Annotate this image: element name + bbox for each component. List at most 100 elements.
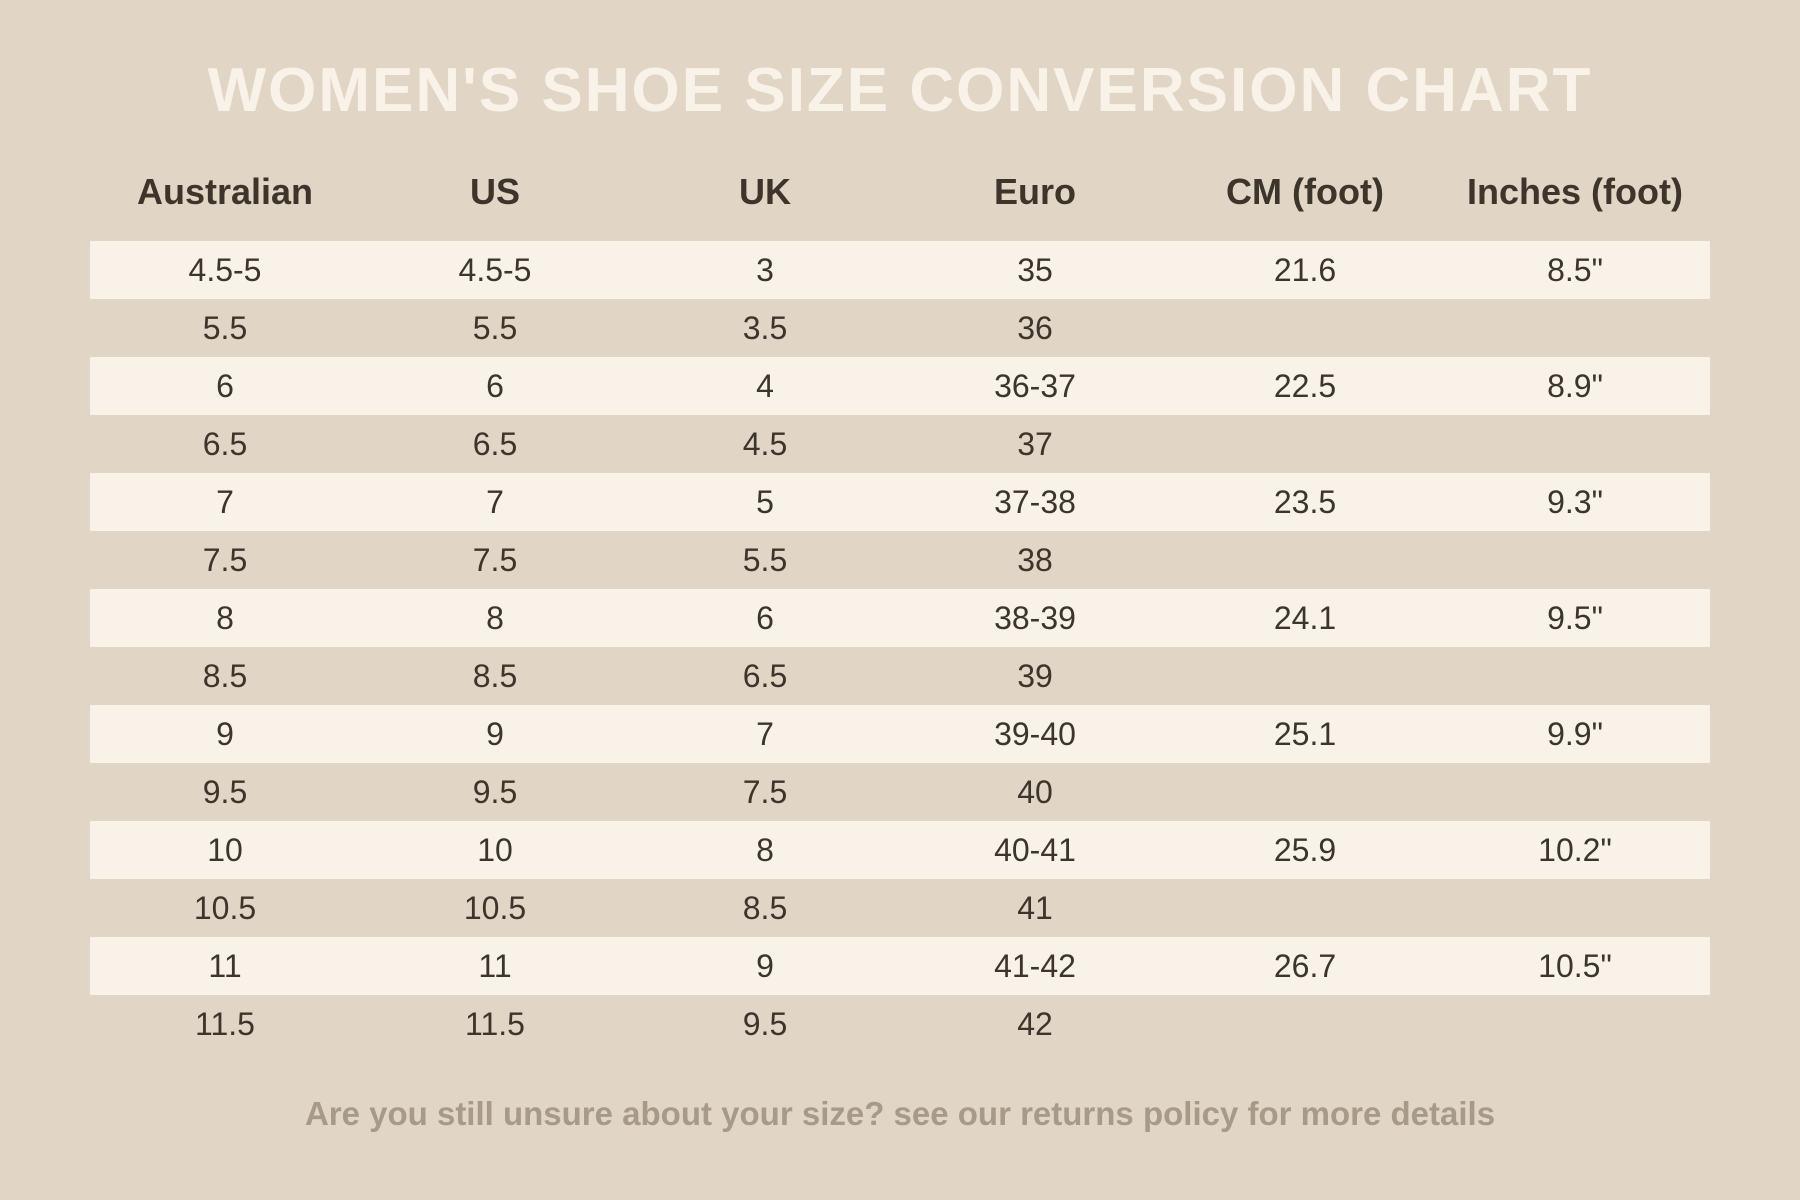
table-cell: 7 [360,473,630,531]
col-header-uk: UK [630,171,900,241]
table-cell: 40 [900,763,1170,821]
table-cell: 10 [90,821,360,879]
table-cell: 9 [360,705,630,763]
table-cell: 10.5 [360,879,630,937]
table-row: 11.511.59.542 [90,995,1710,1053]
table-cell: 9.5" [1440,589,1710,647]
table-cell [1440,763,1710,821]
table-row: 77537-3823.59.3" [90,473,1710,531]
table-cell: 11 [360,937,630,995]
table-cell [1170,531,1440,589]
table-cell: 8.9" [1440,357,1710,415]
table-cell [1170,995,1440,1053]
table-cell: 9.5 [630,995,900,1053]
table-cell: 7.5 [630,763,900,821]
table-header-row: Australian US UK Euro CM (foot) Inches (… [90,171,1710,241]
table-cell: 42 [900,995,1170,1053]
chart-title: WOMEN'S SHOE SIZE CONVERSION CHART [208,55,1593,126]
table-cell: 21.6 [1170,241,1440,299]
table-row: 6.56.54.537 [90,415,1710,473]
table-cell: 38 [900,531,1170,589]
size-conversion-table: Australian US UK Euro CM (foot) Inches (… [90,171,1710,1053]
table-cell: 6.5 [90,415,360,473]
footer-note: Are you still unsure about your size? se… [305,1095,1495,1133]
table-cell: 4.5-5 [360,241,630,299]
table-cell [1170,879,1440,937]
table-cell: 24.1 [1170,589,1440,647]
table-cell: 9.3" [1440,473,1710,531]
table-cell [1440,995,1710,1053]
table-cell: 36-37 [900,357,1170,415]
table-cell: 11 [90,937,360,995]
table-cell [1440,531,1710,589]
table-cell [1440,299,1710,357]
table-row: 4.5-54.5-533521.68.5" [90,241,1710,299]
table-cell: 39 [900,647,1170,705]
table-cell: 8.5 [360,647,630,705]
table-cell: 9.5 [90,763,360,821]
table-cell [1440,879,1710,937]
table-cell: 36 [900,299,1170,357]
table-cell: 8 [630,821,900,879]
table-cell: 8.5 [90,647,360,705]
table-cell: 8.5" [1440,241,1710,299]
table-cell [1170,299,1440,357]
table-row: 66436-3722.58.9" [90,357,1710,415]
table-cell: 41-42 [900,937,1170,995]
table-cell: 8.5 [630,879,900,937]
table-cell: 4.5 [630,415,900,473]
table-cell: 8 [90,589,360,647]
col-header-us: US [360,171,630,241]
table-cell: 8 [360,589,630,647]
table-cell: 6 [90,357,360,415]
table-cell: 11.5 [360,995,630,1053]
table-cell: 40-41 [900,821,1170,879]
col-header-euro: Euro [900,171,1170,241]
table-cell: 10.2" [1440,821,1710,879]
table-row: 1111941-4226.710.5" [90,937,1710,995]
table-row: 9.59.57.540 [90,763,1710,821]
table-body: 4.5-54.5-533521.68.5"5.55.53.53666436-37… [90,241,1710,1053]
table-cell: 6.5 [630,647,900,705]
table-cell: 5.5 [360,299,630,357]
table-cell: 35 [900,241,1170,299]
table-cell: 11.5 [90,995,360,1053]
table-cell [1440,647,1710,705]
table-cell [1170,415,1440,473]
table-cell: 6 [630,589,900,647]
table-cell: 5.5 [630,531,900,589]
table-cell [1440,415,1710,473]
table-cell: 9 [90,705,360,763]
table-cell: 9 [630,937,900,995]
table-row: 8.58.56.539 [90,647,1710,705]
size-table-container: Australian US UK Euro CM (foot) Inches (… [90,171,1710,1053]
table-cell: 37-38 [900,473,1170,531]
table-cell: 25.1 [1170,705,1440,763]
table-cell [1170,763,1440,821]
table-cell [1170,647,1440,705]
table-cell: 9.5 [360,763,630,821]
table-row: 7.57.55.538 [90,531,1710,589]
table-cell: 41 [900,879,1170,937]
table-cell: 22.5 [1170,357,1440,415]
table-row: 88638-3924.19.5" [90,589,1710,647]
col-header-cm: CM (foot) [1170,171,1440,241]
table-cell: 7.5 [90,531,360,589]
table-cell: 5 [630,473,900,531]
table-cell: 23.5 [1170,473,1440,531]
table-cell: 39-40 [900,705,1170,763]
table-cell: 9.9" [1440,705,1710,763]
table-cell: 4.5-5 [90,241,360,299]
table-cell: 25.9 [1170,821,1440,879]
table-cell: 3 [630,241,900,299]
table-cell: 6.5 [360,415,630,473]
table-cell: 4 [630,357,900,415]
table-cell: 26.7 [1170,937,1440,995]
table-row: 99739-4025.19.9" [90,705,1710,763]
table-cell: 10.5" [1440,937,1710,995]
table-cell: 37 [900,415,1170,473]
table-cell: 6 [360,357,630,415]
table-cell: 3.5 [630,299,900,357]
col-header-australian: Australian [90,171,360,241]
table-cell: 7 [90,473,360,531]
